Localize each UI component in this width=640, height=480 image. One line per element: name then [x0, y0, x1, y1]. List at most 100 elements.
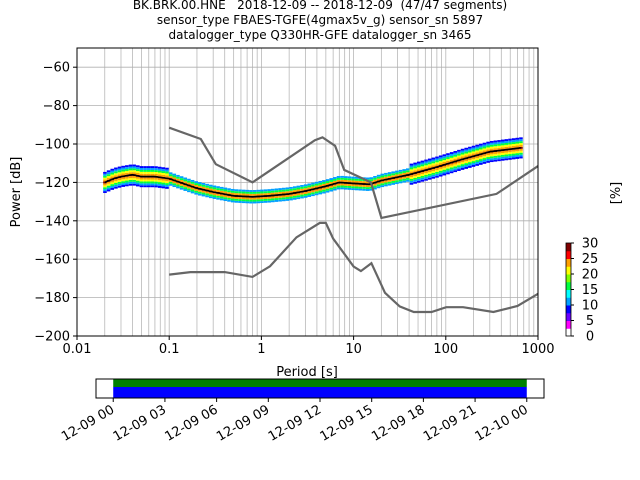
heatmap-cell [515, 145, 520, 148]
heatmap-cell [515, 155, 520, 157]
heatmap-cell [511, 145, 516, 148]
heatmap-cell [489, 160, 494, 163]
heatmap-cell [135, 167, 140, 170]
heatmap-cell [515, 151, 520, 154]
heatmap-cell [125, 176, 129, 179]
x-tick-label: 0.1 [159, 342, 180, 357]
heatmap-cell [157, 174, 162, 177]
heatmap-cell [146, 185, 151, 188]
heatmap-cell [168, 176, 173, 179]
colorbar-segment [566, 320, 571, 329]
heatmap-cell [358, 186, 363, 189]
heatmap-cell [249, 197, 253, 200]
heatmap-cell [442, 165, 447, 168]
heatmap-cell [303, 195, 308, 198]
heatmap-cell [347, 184, 352, 186]
heatmap-cell [457, 157, 461, 160]
heatmap-cell [329, 185, 333, 188]
heatmap-cell [219, 196, 224, 199]
heatmap-cell [402, 169, 406, 172]
heatmap-cell [413, 177, 417, 180]
heatmap-cell [114, 167, 118, 170]
heatmap-cell [424, 176, 428, 179]
heatmap-cell [143, 168, 147, 170]
heatmap-cell [493, 140, 498, 143]
y-tick-label: −60 [43, 61, 70, 76]
heatmap-cell [216, 193, 220, 196]
heatmap-cell [508, 142, 512, 145]
heatmap-cell [110, 184, 115, 187]
heatmap-cell [172, 175, 177, 178]
heatmap-cell [245, 189, 250, 192]
heatmap-cell [190, 183, 195, 186]
heatmap-cell [398, 177, 403, 180]
heatmap-cell [515, 156, 520, 159]
heatmap-cell [471, 145, 476, 148]
heatmap-cell [482, 159, 487, 162]
heatmap-cell [333, 188, 337, 191]
heatmap-cell [373, 179, 377, 182]
heatmap-cell [125, 169, 129, 171]
timeline-tick-label: 12-10 00 [473, 402, 531, 444]
heatmap-cell [464, 161, 469, 164]
heatmap-cell [281, 191, 286, 194]
heatmap-cell [468, 148, 472, 151]
heatmap-cell [132, 166, 136, 169]
heatmap-cell [464, 153, 469, 156]
heatmap-cell [256, 197, 261, 200]
timeline-tick-label: 12-09 09 [214, 402, 272, 444]
heatmap-cell [274, 188, 279, 191]
heatmap-cell [329, 189, 333, 192]
heatmap-cell [106, 172, 111, 175]
heatmap-cell [391, 182, 396, 185]
heatmap-cell [165, 183, 169, 185]
heatmap-cell [303, 184, 308, 187]
heatmap-cell [296, 185, 301, 188]
heatmap-cell [416, 175, 421, 177]
heatmap-cell [406, 172, 410, 175]
heatmap-cell [132, 181, 136, 184]
heatmap-cell [117, 178, 122, 180]
heatmap-cell [416, 167, 421, 170]
heatmap-cell [267, 192, 271, 195]
heatmap-cell [260, 193, 264, 196]
heatmap-cell [245, 197, 250, 200]
heatmap-cell [318, 192, 323, 195]
heatmap-cell [143, 173, 147, 176]
heatmap-cell [347, 176, 352, 179]
heatmap-cell [303, 186, 308, 189]
heatmap-cell [435, 168, 439, 170]
timeline-tick-label: 12-09 18 [369, 402, 427, 444]
heatmap-cell [128, 181, 133, 184]
heatmap-cell [475, 162, 479, 164]
heatmap-cell [398, 169, 403, 172]
heatmap-cell [457, 155, 461, 158]
colorbar-tick-label: 5 [586, 314, 594, 329]
heatmap-cell [139, 171, 144, 174]
chart-title-line-2: sensor_type FBAES-TGFE(4gmax5v_g) sensor… [156, 13, 484, 27]
heatmap-cell [256, 199, 261, 202]
heatmap-cell [497, 153, 501, 156]
heatmap-cell [442, 171, 447, 174]
heatmap-cell [387, 183, 392, 186]
heatmap-cell [267, 189, 271, 192]
heatmap-cell [493, 159, 498, 162]
heatmap-cell [165, 186, 169, 189]
heatmap-cell [106, 170, 111, 173]
heatmap-cell [117, 172, 122, 175]
heatmap-cell [161, 174, 166, 177]
heatmap-cell [223, 195, 228, 198]
heatmap-cell [380, 183, 385, 186]
heatmap-cell [471, 164, 476, 167]
heatmap-cell [475, 150, 479, 153]
heatmap-cell [117, 183, 122, 186]
heatmap-cell [384, 182, 388, 185]
heatmap-cell [230, 196, 235, 199]
heatmap-cell [504, 152, 509, 155]
high-noise-model-line [168, 126, 539, 220]
heatmap-cell [230, 188, 235, 191]
heatmap-cell [391, 173, 396, 176]
heatmap-cell [427, 177, 432, 180]
heatmap-cell [351, 186, 355, 189]
heatmap-cell [128, 166, 133, 169]
